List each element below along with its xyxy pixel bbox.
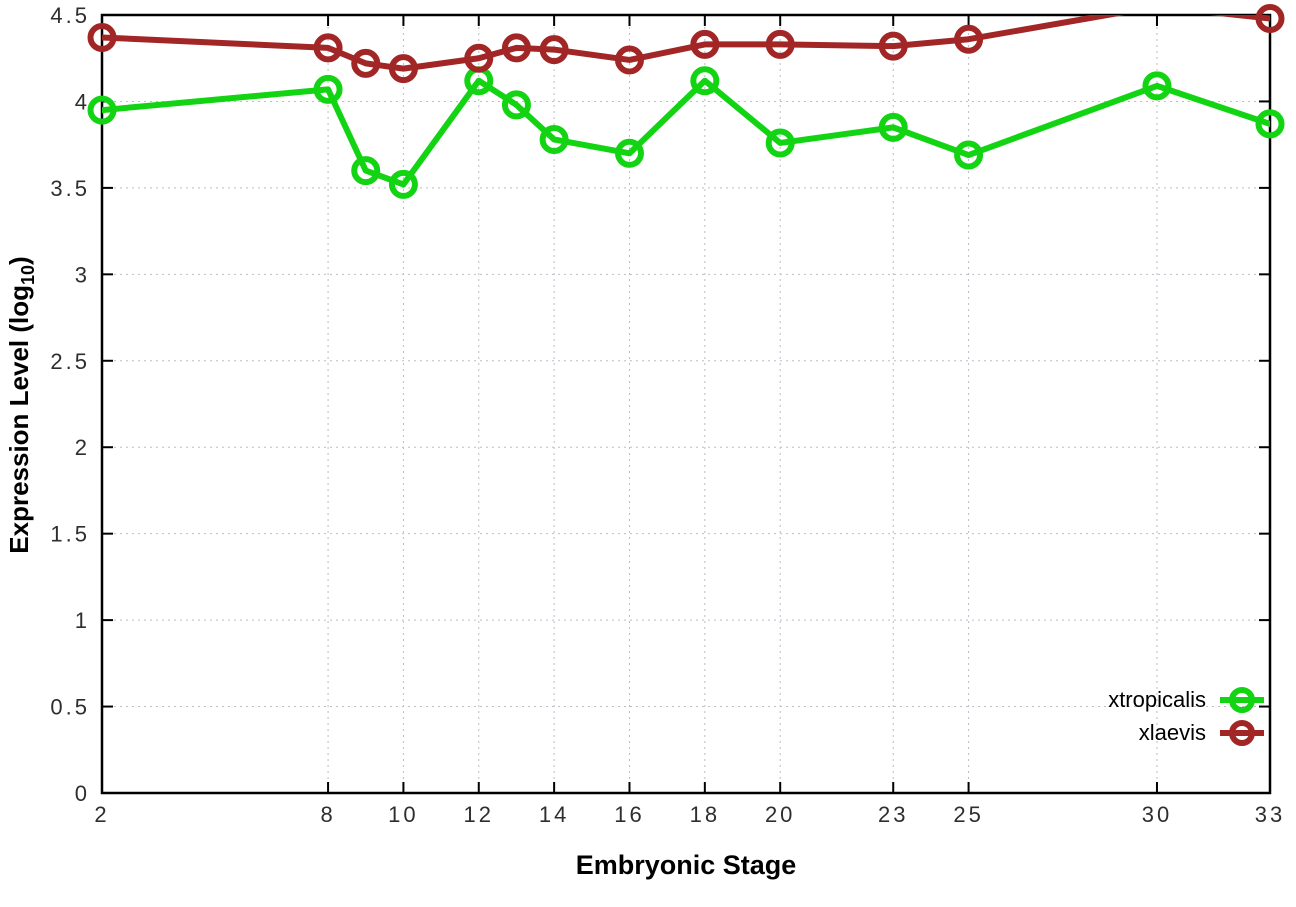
y-tick-label: 4 bbox=[75, 89, 90, 114]
y-tick-label: 2 bbox=[75, 435, 90, 460]
y-tick-label: 0.5 bbox=[50, 695, 90, 720]
series-xtropicalis-marker bbox=[690, 66, 720, 96]
series-xtropicalis-marker bbox=[539, 124, 569, 154]
x-tick-label: 14 bbox=[539, 802, 569, 827]
y-tick-label: 2.5 bbox=[50, 349, 90, 374]
y-tick-label: 3.5 bbox=[50, 176, 90, 201]
series-xtropicalis-marker bbox=[388, 169, 418, 199]
series-xtropicalis-marker bbox=[1255, 109, 1285, 139]
legend-sample-xlaevis-icon bbox=[1220, 720, 1264, 746]
series-xlaevis-marker bbox=[351, 48, 381, 78]
y-tick-label: 1.5 bbox=[50, 522, 90, 547]
series-xlaevis-marker bbox=[87, 22, 117, 52]
y-tick-label: 3 bbox=[75, 262, 90, 287]
legend-entry-xtropicalis: xtropicalis bbox=[1108, 684, 1266, 716]
legend-entry-xlaevis: xlaevis bbox=[1108, 717, 1266, 749]
y-tick-label: 1 bbox=[75, 608, 90, 633]
series-xlaevis-marker bbox=[313, 33, 343, 63]
series-xlaevis-marker bbox=[614, 45, 644, 75]
y-tick-label: 0 bbox=[75, 781, 90, 806]
series-xlaevis-marker bbox=[954, 24, 984, 54]
series-xtropicalis-line bbox=[102, 77, 1270, 188]
y-axis-title: Expression Level (log10) bbox=[4, 155, 38, 655]
x-tick-label: 10 bbox=[388, 802, 418, 827]
x-tick-label: 18 bbox=[690, 802, 720, 827]
x-tick-label: 25 bbox=[953, 802, 983, 827]
legend-label-xtropicalis: xtropicalis bbox=[1108, 687, 1206, 712]
legend-label-xlaevis: xlaevis bbox=[1138, 720, 1206, 745]
series-xtropicalis-marker bbox=[878, 112, 908, 142]
series-xtropicalis-marker bbox=[765, 128, 795, 158]
x-tick-label: 33 bbox=[1255, 802, 1285, 827]
plot-border bbox=[100, 13, 1272, 795]
series-xlaevis-marker bbox=[878, 31, 908, 61]
x-axis-title: Embryonic Stage bbox=[575, 850, 797, 880]
series-xlaevis-marker bbox=[539, 35, 569, 65]
series-xtropicalis-marker bbox=[351, 156, 381, 186]
series-xtropicalis-marker bbox=[1142, 71, 1172, 101]
series-xtropicalis-marker bbox=[313, 74, 343, 104]
series-xtropicalis-marker bbox=[87, 95, 117, 125]
series-xlaevis-marker bbox=[690, 29, 720, 59]
series-xlaevis-marker bbox=[464, 43, 494, 73]
series-xtropicalis-marker bbox=[501, 90, 531, 120]
x-tick-label: 23 bbox=[878, 802, 908, 827]
legend: xtropicalis xlaevis bbox=[1108, 684, 1266, 749]
y-tick-label: 4.5 bbox=[50, 3, 90, 28]
y-axis-title-text: Expression Level (log bbox=[4, 284, 34, 554]
x-tick-label: 12 bbox=[464, 802, 494, 827]
x-tick-label: 8 bbox=[320, 802, 335, 827]
series-xlaevis-marker bbox=[765, 29, 795, 59]
x-tick-label: 20 bbox=[765, 802, 795, 827]
series-xlaevis-marker bbox=[388, 54, 418, 84]
x-tick-label: 30 bbox=[1142, 802, 1172, 827]
y-axis-title-suffix: ) bbox=[4, 256, 34, 265]
y-axis-title-subscript: 10 bbox=[18, 264, 39, 285]
x-tick-label: 2 bbox=[94, 802, 109, 827]
legend-sample-xtropicalis-icon bbox=[1220, 687, 1264, 713]
series-xtropicalis-marker bbox=[954, 140, 984, 170]
x-tick-label: 16 bbox=[614, 802, 644, 827]
series-xlaevis-marker bbox=[1255, 3, 1285, 33]
series-xlaevis-marker bbox=[501, 33, 531, 63]
series-xtropicalis-marker bbox=[614, 138, 644, 168]
